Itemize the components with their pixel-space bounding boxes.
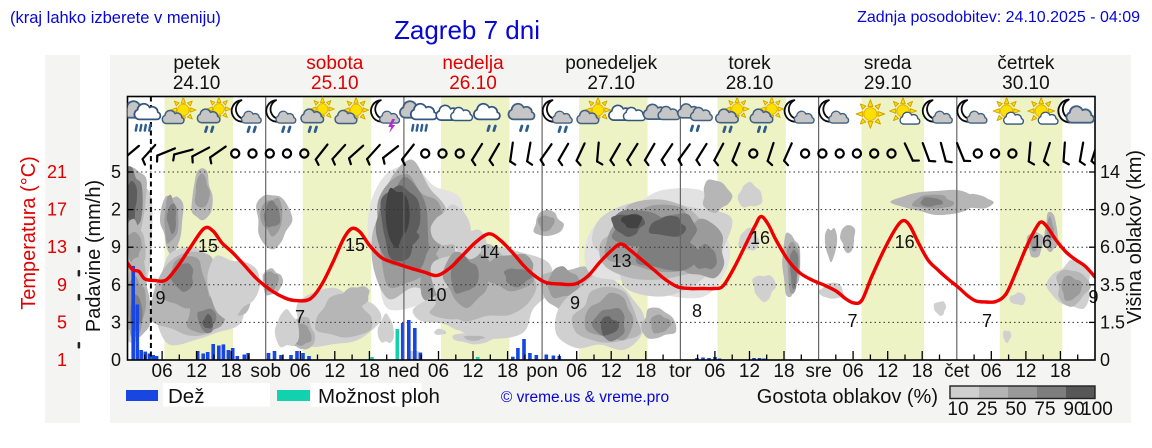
svg-text:čet: čet	[944, 361, 970, 382]
svg-text:25.10: 25.10	[311, 73, 359, 94]
svg-text:18: 18	[221, 361, 242, 382]
svg-text:2: 2	[111, 200, 121, 220]
svg-text:17: 17	[47, 200, 67, 220]
svg-text:100: 100	[1081, 399, 1113, 420]
svg-text:13: 13	[611, 251, 631, 271]
svg-text:Gostota oblakov (%): Gostota oblakov (%)	[757, 386, 938, 408]
svg-text:18: 18	[359, 361, 380, 382]
svg-text:petek: petek	[173, 53, 220, 74]
svg-text:9: 9	[570, 293, 580, 313]
svg-text:7: 7	[295, 307, 305, 327]
svg-text:06: 06	[981, 361, 1002, 382]
svg-text:četrtek: četrtek	[997, 53, 1055, 74]
svg-text:9: 9	[1088, 287, 1098, 307]
svg-text:14: 14	[479, 242, 499, 262]
svg-text:Dež: Dež	[168, 385, 204, 408]
svg-text:28.10: 28.10	[726, 73, 774, 94]
svg-text:06: 06	[704, 361, 725, 382]
svg-text:12: 12	[324, 361, 345, 382]
svg-text:3.5: 3.5	[1100, 275, 1125, 295]
svg-text:1.5: 1.5	[1100, 312, 1125, 332]
svg-text:10: 10	[947, 399, 968, 420]
svg-text:6.0: 6.0	[1100, 237, 1125, 257]
svg-text:9: 9	[57, 275, 67, 295]
svg-text:16: 16	[1032, 232, 1052, 252]
svg-text:90: 90	[1063, 399, 1084, 420]
svg-text:29.10: 29.10	[864, 73, 912, 94]
svg-text:Zagreb 7 dni: Zagreb 7 dni	[394, 15, 540, 45]
svg-text:5: 5	[111, 162, 121, 182]
svg-text:0: 0	[1100, 350, 1110, 370]
svg-text:ned: ned	[388, 361, 420, 382]
svg-text:sob: sob	[250, 361, 281, 382]
svg-text:Padavine (mm/h): Padavine (mm/h)	[83, 180, 105, 332]
svg-text:9: 9	[111, 237, 121, 257]
svg-text:06: 06	[566, 361, 587, 382]
svg-text:06: 06	[843, 361, 864, 382]
svg-text:26.10: 26.10	[449, 73, 497, 94]
svg-text:tor: tor	[669, 361, 692, 382]
svg-text:12: 12	[877, 361, 898, 382]
svg-text:torek: torek	[728, 53, 771, 74]
svg-text:13: 13	[47, 237, 67, 257]
svg-text:15: 15	[198, 236, 218, 256]
svg-text:16: 16	[750, 228, 770, 248]
svg-text:sreda: sreda	[864, 53, 912, 74]
svg-text:7: 7	[982, 311, 992, 331]
svg-text:24.10: 24.10	[173, 73, 221, 94]
svg-text:50: 50	[1005, 399, 1026, 420]
svg-text:Zadnja posodobitev: 24.10.2025: Zadnja posodobitev: 24.10.2025 - 04:09	[857, 9, 1140, 26]
svg-text:18: 18	[912, 361, 933, 382]
svg-text:pon: pon	[526, 361, 558, 382]
svg-text:06: 06	[428, 361, 449, 382]
svg-text:27.10: 27.10	[587, 73, 635, 94]
svg-text:9: 9	[155, 288, 165, 308]
svg-text:16: 16	[895, 232, 915, 252]
svg-text:12: 12	[601, 361, 622, 382]
svg-text:sre: sre	[805, 361, 831, 382]
svg-text:06: 06	[290, 361, 311, 382]
svg-text:© vreme.us & vreme.pro: © vreme.us & vreme.pro	[501, 389, 669, 406]
svg-text:(kraj lahko izberete v meniju): (kraj lahko izberete v meniju)	[10, 9, 221, 27]
svg-text:3: 3	[111, 312, 121, 332]
svg-text:12: 12	[462, 361, 483, 382]
svg-text:06: 06	[152, 361, 173, 382]
svg-text:18: 18	[497, 361, 518, 382]
svg-text:14: 14	[1100, 162, 1120, 182]
svg-text:10: 10	[426, 285, 446, 305]
svg-text:6: 6	[111, 275, 121, 295]
svg-text:12: 12	[1015, 361, 1036, 382]
svg-text:18: 18	[773, 361, 794, 382]
svg-text:Možnost ploh: Možnost ploh	[318, 385, 440, 408]
svg-text:9.0: 9.0	[1100, 200, 1125, 220]
svg-text:30.10: 30.10	[1002, 73, 1050, 94]
svg-text:5: 5	[57, 312, 67, 332]
svg-text:18: 18	[635, 361, 656, 382]
svg-text:8: 8	[692, 301, 702, 321]
svg-text:0: 0	[111, 350, 121, 370]
svg-text:75: 75	[1034, 399, 1055, 420]
svg-text:Temperatura (°C): Temperatura (°C)	[18, 156, 40, 310]
svg-text:7: 7	[847, 311, 857, 331]
svg-text:nedelja: nedelja	[442, 53, 504, 74]
svg-text:18: 18	[1050, 361, 1071, 382]
svg-text:21: 21	[47, 162, 67, 182]
svg-text:ponedeljek: ponedeljek	[565, 53, 657, 74]
svg-text:25: 25	[976, 399, 997, 420]
svg-text:1: 1	[57, 350, 67, 370]
svg-text:Višina oblakov (km): Višina oblakov (km)	[1124, 150, 1146, 324]
svg-text:15: 15	[345, 235, 365, 255]
svg-text:sobota: sobota	[306, 53, 363, 74]
svg-text:12: 12	[739, 361, 760, 382]
svg-text:12: 12	[186, 361, 207, 382]
